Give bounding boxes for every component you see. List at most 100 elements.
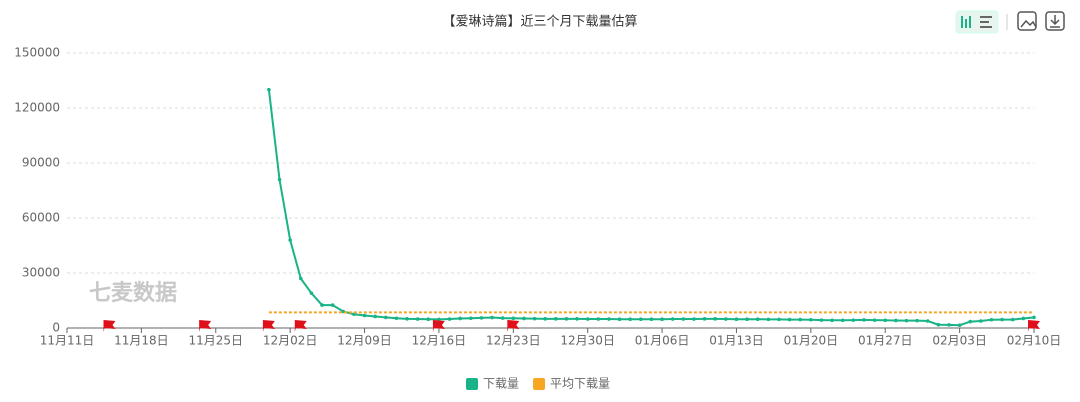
data-point — [277, 177, 282, 182]
data-point — [1021, 316, 1026, 321]
data-point — [872, 318, 877, 322]
data-point — [989, 317, 994, 322]
data-point — [564, 317, 569, 321]
download-icon[interactable] — [1045, 11, 1065, 31]
data-point — [809, 317, 813, 322]
data-point — [947, 323, 951, 327]
data-point — [681, 317, 686, 321]
data-point — [851, 318, 856, 322]
data-point — [298, 276, 303, 281]
x-tick-label: 12月02日 — [263, 334, 318, 348]
x-tick-label: 12月16日 — [412, 334, 467, 348]
y-tick-label: 120000 — [14, 101, 60, 115]
event-flag — [199, 320, 212, 332]
data-point — [267, 87, 271, 92]
x-tick-label: 11月11日 — [40, 334, 95, 348]
x-tick-label: 01月06日 — [635, 334, 690, 348]
event-flag — [432, 320, 445, 332]
data-point — [330, 303, 335, 307]
data-point — [575, 317, 579, 321]
y-tick-label: 0 — [52, 321, 60, 335]
data-point — [1032, 315, 1036, 320]
y-tick-label: 90000 — [22, 156, 60, 170]
data-point — [309, 291, 314, 295]
data-point — [458, 316, 462, 321]
x-tick-label: 01月13日 — [709, 334, 764, 348]
data-point — [1000, 317, 1004, 322]
data-point — [755, 317, 760, 322]
data-point — [437, 317, 441, 322]
data-point — [925, 319, 930, 323]
data-point — [543, 317, 547, 321]
data-point — [883, 318, 888, 323]
data-point — [554, 317, 558, 321]
event-flag — [262, 320, 275, 332]
image-icon-glyph — [1020, 19, 1037, 28]
x-tick-label: 11月18日 — [114, 334, 169, 348]
data-point — [670, 317, 675, 321]
list-icon[interactable] — [980, 16, 992, 28]
x-tick-label: 11月25日 — [188, 334, 243, 348]
data-point — [1010, 317, 1015, 322]
watermark: 七麦数据 — [89, 280, 177, 306]
data-point — [649, 317, 654, 322]
x-tick-label: 12月30日 — [560, 334, 615, 348]
data-point — [447, 317, 452, 321]
y-tick-label: 60000 — [22, 211, 60, 225]
data-point — [415, 317, 420, 321]
data-point — [522, 316, 526, 321]
x-tick-label: 02月10日 — [1007, 334, 1062, 348]
data-point — [979, 319, 983, 323]
data-point — [692, 317, 696, 321]
image-icon[interactable] — [1017, 11, 1037, 31]
data-point — [628, 317, 632, 322]
data-point — [320, 303, 324, 307]
legend-swatch — [533, 378, 546, 390]
x-tick-label: 02月03日 — [932, 334, 987, 348]
toolbar — [955, 10, 1065, 34]
event-flag — [294, 320, 307, 332]
data-point — [745, 317, 749, 322]
data-point — [469, 316, 473, 321]
data-point — [904, 318, 909, 323]
data-point — [936, 322, 941, 327]
x-tick-label: 01月20日 — [784, 334, 839, 348]
data-point — [373, 314, 377, 319]
chart-title: 【爱琳诗篇】近三个月下载量估算 — [442, 15, 637, 30]
data-point — [862, 318, 866, 322]
event-flag — [103, 320, 116, 332]
data-point — [532, 316, 537, 321]
data-point — [585, 317, 590, 321]
data-point — [288, 238, 292, 242]
data-point — [511, 316, 516, 321]
data-point — [724, 317, 728, 321]
data-point — [405, 317, 409, 321]
data-point — [766, 317, 771, 322]
data-point — [798, 317, 803, 322]
data-point — [957, 323, 962, 328]
data-point — [713, 317, 718, 321]
data-point — [383, 315, 388, 320]
data-point — [500, 316, 505, 320]
data-point — [639, 317, 643, 322]
event-flag — [1028, 320, 1040, 332]
data-point — [819, 318, 824, 322]
legend-label: 平均下载量 — [550, 377, 610, 391]
x-tick-label: 12月09日 — [337, 334, 392, 348]
legend-label: 下载量 — [483, 377, 519, 391]
y-tick-label: 150000 — [14, 46, 60, 60]
data-point — [660, 317, 664, 322]
x-tick-label: 01月27日 — [858, 334, 913, 348]
data-point — [915, 318, 919, 323]
data-point — [490, 315, 494, 320]
data-point — [617, 317, 622, 322]
data-point — [479, 316, 484, 320]
data-point — [426, 317, 431, 322]
data-point — [362, 313, 367, 318]
bar-icon[interactable] — [961, 16, 971, 28]
data-point — [840, 318, 845, 323]
data-point — [894, 318, 898, 323]
data-point — [734, 317, 739, 322]
x-tick-label: 12月23日 — [486, 334, 541, 348]
